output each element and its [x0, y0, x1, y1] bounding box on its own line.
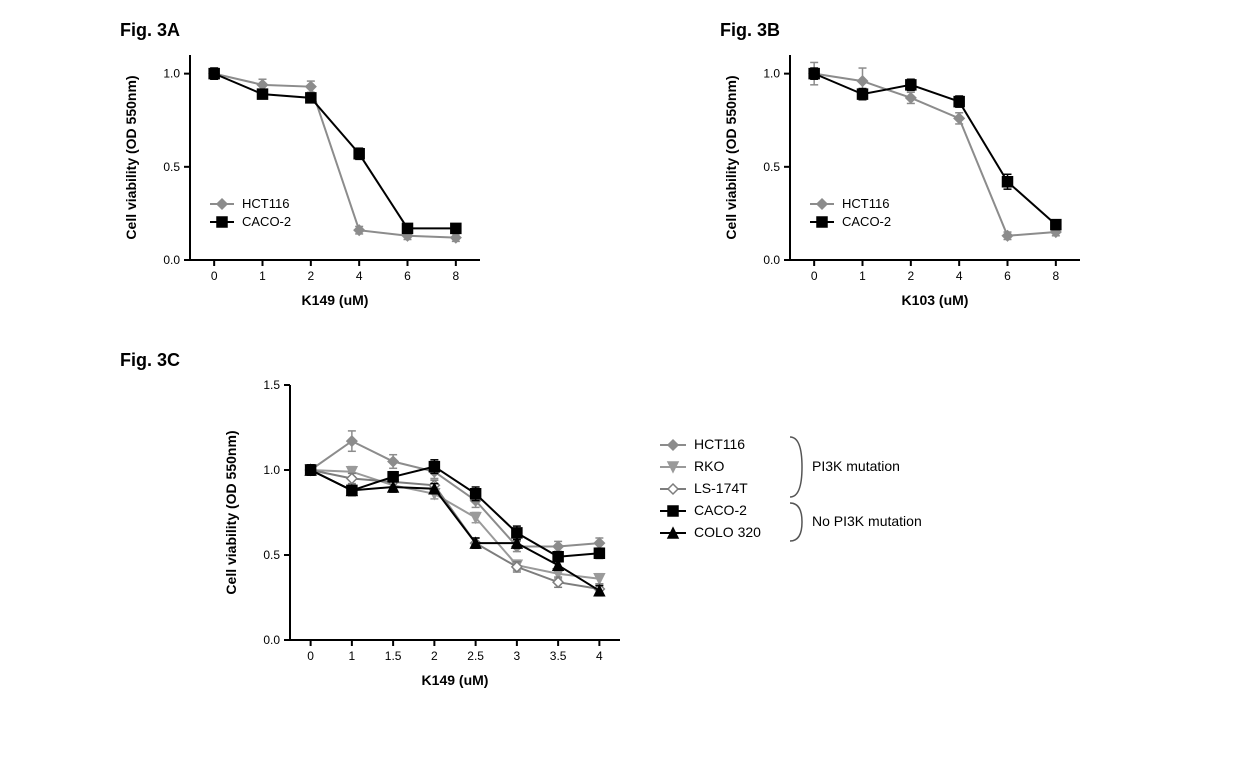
- svg-text:0: 0: [307, 649, 314, 663]
- svg-text:1: 1: [859, 269, 866, 283]
- svg-text:0.5: 0.5: [763, 160, 780, 174]
- svg-text:Cell viability (OD 550nm): Cell viability (OD 550nm): [223, 430, 239, 594]
- chart-fig-3b: 0.0 0.5 1.0 0 1 2 4 6 8 K103 (uM) Cell viability (…: [720, 45, 1240, 315]
- svg-text:LS-174T: LS-174T: [694, 480, 748, 496]
- chart-fig-3c: 0.0 0.5 1.0 1.5 0 1 1.5 2 2.5 3 3.5 4 K149 (uM) Cell …: [220, 375, 1240, 695]
- svg-text:4: 4: [956, 269, 963, 283]
- svg-text:HCT116: HCT116: [842, 196, 889, 211]
- svg-text:8: 8: [452, 269, 459, 283]
- svg-text:1.0: 1.0: [763, 67, 780, 81]
- panel-title-3b: Fig. 3B: [720, 20, 1240, 41]
- svg-text:HCT116: HCT116: [242, 196, 289, 211]
- svg-text:8: 8: [1052, 269, 1059, 283]
- svg-text:No PI3K mutation: No PI3K mutation: [812, 513, 922, 529]
- svg-text:3.5: 3.5: [550, 649, 567, 663]
- chart-fig-3a: 0.0 0.5 1.0 0 1 2 4 6 8 K149 (uM) Cell viability (…: [120, 45, 680, 315]
- svg-text:K149 (uM): K149 (uM): [302, 292, 369, 308]
- svg-text:6: 6: [404, 269, 411, 283]
- svg-text:1.5: 1.5: [263, 378, 280, 392]
- svg-text:0.0: 0.0: [263, 633, 280, 647]
- svg-text:K103 (uM): K103 (uM): [902, 292, 969, 308]
- panel-fig-3c: Fig. 3C 0.0 0.5 1.0 1.5 0 1 1.5 2 2.5 3 3.5 4 K149 (…: [120, 350, 1240, 730]
- svg-text:HCT116: HCT116: [694, 436, 745, 452]
- panel-title-3c: Fig. 3C: [120, 350, 1240, 371]
- panel-fig-3a: Fig. 3A 0.0 0.5 1.0 0 1 2 4 6 8 K149 (uM) Cell via…: [120, 20, 680, 340]
- svg-text:0.5: 0.5: [263, 548, 280, 562]
- svg-text:0.0: 0.0: [163, 253, 180, 267]
- svg-text:1: 1: [349, 649, 356, 663]
- svg-text:1.0: 1.0: [263, 463, 280, 477]
- svg-text:3: 3: [514, 649, 521, 663]
- svg-text:CACO-2: CACO-2: [842, 214, 891, 229]
- chart-fig-3c-legend: HCT116 RKO LS-174T CACO-2 COLO 320 PI3K mutat…: [640, 415, 980, 575]
- figure-grid: Fig. 3A 0.0 0.5 1.0 0 1 2 4 6 8 K149 (uM) Cell via…: [20, 20, 1220, 730]
- svg-text:CACO-2: CACO-2: [694, 502, 747, 518]
- svg-text:RKO: RKO: [694, 458, 724, 474]
- svg-text:2.5: 2.5: [467, 649, 484, 663]
- panel-fig-3b: Fig. 3B 0.0 0.5 1.0 0 1 2 4 6 8 K103 (uM) Cell via…: [720, 20, 1240, 340]
- svg-text:2: 2: [307, 269, 314, 283]
- svg-text:1.0: 1.0: [163, 67, 180, 81]
- chart-fig-3c-plot: 0.0 0.5 1.0 1.5 0 1 1.5 2 2.5 3 3.5 4 K149 (uM) Cell …: [220, 375, 640, 695]
- svg-text:4: 4: [596, 649, 603, 663]
- svg-text:0.0: 0.0: [763, 253, 780, 267]
- svg-text:2: 2: [431, 649, 438, 663]
- svg-text:1.5: 1.5: [385, 649, 402, 663]
- svg-text:PI3K mutation: PI3K mutation: [812, 458, 900, 474]
- svg-text:CACO-2: CACO-2: [242, 214, 291, 229]
- svg-text:4: 4: [356, 269, 363, 283]
- svg-text:0.5: 0.5: [163, 160, 180, 174]
- svg-text:COLO 320: COLO 320: [694, 524, 761, 540]
- svg-text:2: 2: [907, 269, 914, 283]
- svg-text:Cell viability (OD 550nm): Cell viability (OD 550nm): [123, 75, 139, 239]
- svg-text:Cell viability (OD 550nm): Cell viability (OD 550nm): [723, 75, 739, 239]
- panel-title-3a: Fig. 3A: [120, 20, 680, 41]
- svg-text:K149 (uM): K149 (uM): [422, 672, 489, 688]
- svg-text:0: 0: [211, 269, 218, 283]
- svg-text:0: 0: [811, 269, 818, 283]
- svg-text:6: 6: [1004, 269, 1011, 283]
- svg-text:1: 1: [259, 269, 266, 283]
